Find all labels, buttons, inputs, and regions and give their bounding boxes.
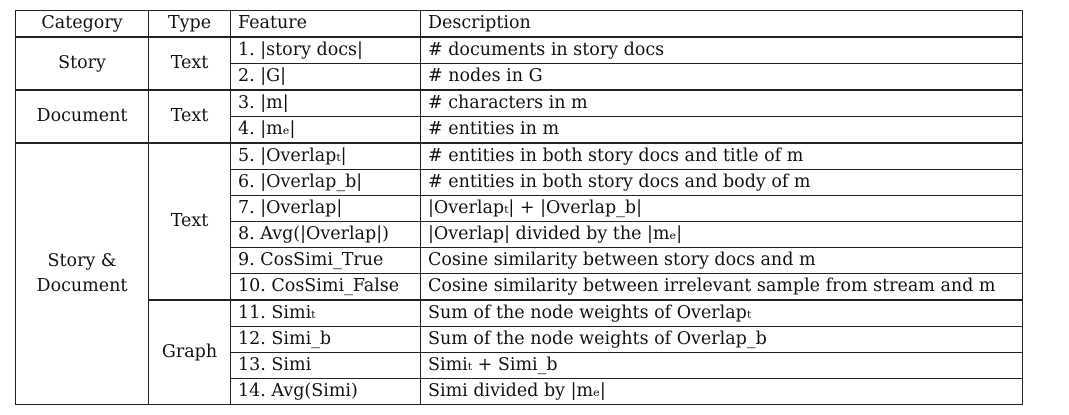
- table-row: 7. |Overlap| |Overlapₜ| + |Overlap_b|: [16, 195, 1023, 222]
- type-cell: Text: [148, 89, 231, 144]
- feature-cell: 13. Simi: [230, 352, 421, 379]
- header-description: Description: [420, 10, 1023, 38]
- feature-cell: 9. CosSimi_True: [230, 247, 421, 274]
- description-cell: Cosine similarity between story docs and…: [420, 247, 1023, 274]
- feature-cell: 11. Simiₜ: [230, 299, 421, 327]
- table-row: 4. |mₑ| # entities in m: [16, 116, 1023, 144]
- table-row: 6. |Overlap_b| # entities in both story d…: [16, 169, 1023, 196]
- category-cell: Document: [15, 89, 149, 144]
- feature-cell: 6. |Overlap_b|: [230, 169, 421, 196]
- table-row: 9. CosSimi_True Cosine similarity between…: [16, 247, 1023, 274]
- category-cell: Story: [15, 36, 149, 91]
- category-cell: Story & Document: [15, 142, 149, 405]
- table-row: 8. Avg(|Overlap|) |Overlap| divided by th…: [16, 221, 1023, 248]
- feature-cell: 5. |Overlapₜ|: [230, 142, 421, 170]
- description-cell: Sum of the node weights of Overlapₜ: [420, 299, 1023, 327]
- type-cell: Graph: [148, 299, 231, 405]
- table-row: 2. |G| # nodes in G: [16, 63, 1023, 91]
- description-cell: Cosine similarity between irrelevant sam…: [420, 273, 1023, 301]
- description-cell: # nodes in G: [420, 63, 1023, 91]
- table-row: 10. CosSimi_False Cosine similarity betwe…: [16, 273, 1023, 301]
- feature-cell: 10. CosSimi_False: [230, 273, 421, 301]
- feature-cell: 8. Avg(|Overlap|): [230, 221, 421, 248]
- type-cell: Text: [148, 142, 231, 301]
- feature-cell: 1. |story docs|: [230, 36, 421, 64]
- description-cell: Sum of the node weights of Overlap_b: [420, 326, 1023, 353]
- feature-cell: 2. |G|: [230, 63, 421, 91]
- table-row: Story & Document Text 5. |Overlapₜ| # entit…: [15, 142, 1023, 405]
- table-row: 14. Avg(Simi) Simi divided by |mₑ|: [16, 378, 1023, 405]
- type-cell: Text: [148, 36, 231, 91]
- features-table: Category Type Feature Description Story T…: [15, 10, 1023, 405]
- feature-cell: 4. |mₑ|: [230, 116, 421, 144]
- table-row: Document Text 3. |m| # characters in m: [15, 89, 1023, 144]
- description-cell: |Overlap| divided by the |mₑ|: [420, 221, 1023, 248]
- feature-cell: 3. |m|: [230, 89, 421, 117]
- table-row: Graph 11. Simiₜ Sum of the node weights of…: [16, 299, 1023, 405]
- description-cell: |Overlapₜ| + |Overlap_b|: [420, 195, 1023, 222]
- description-cell: Simiₜ + Simi_b: [420, 352, 1023, 379]
- feature-cell: 7. |Overlap|: [230, 195, 421, 222]
- header-type: Type: [148, 10, 231, 38]
- description-cell: # entities in both story docs and body o…: [420, 169, 1023, 196]
- header-row: Category Type Feature Description: [15, 10, 1023, 38]
- description-cell: # entities in both story docs and title …: [420, 142, 1023, 170]
- description-cell: # entities in m: [420, 116, 1023, 144]
- table-body: Story Text 1. |story docs| # documents in s…: [15, 36, 1023, 405]
- header-feature: Feature: [230, 10, 421, 38]
- description-cell: # documents in story docs: [420, 36, 1023, 64]
- feature-cell: 12. Simi_b: [230, 326, 421, 353]
- feature-cell: 14. Avg(Simi): [230, 378, 421, 405]
- table-row: 12. Simi_b Sum of the node weights of Ove…: [16, 326, 1023, 353]
- header-category: Category: [15, 10, 149, 38]
- description-cell: Simi divided by |mₑ|: [420, 378, 1023, 405]
- table-row: Story Text 1. |story docs| # documents in s…: [15, 36, 1023, 91]
- description-cell: # characters in m: [420, 89, 1023, 117]
